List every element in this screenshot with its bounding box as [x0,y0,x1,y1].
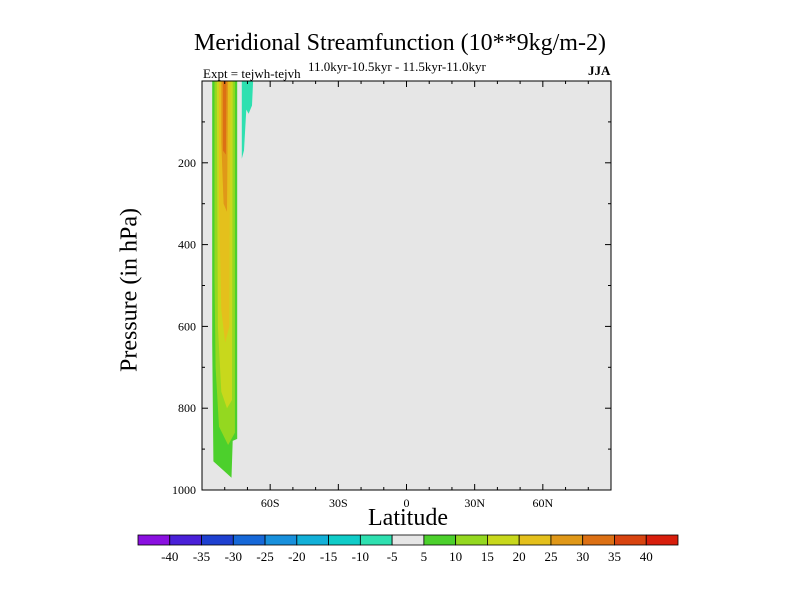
colorbar-label: -40 [161,549,178,564]
colorbar-label: 10 [449,549,462,564]
colorbar-label: 40 [640,549,653,564]
y-tick-label: 600 [178,319,196,333]
x-tick-label: 60S [261,496,280,510]
colorbar-swatch [423,534,457,546]
colorbar-label: -35 [193,549,210,564]
colorbar-swatch [391,534,425,546]
colorbar-swatch [518,534,552,546]
colorbar-swatch [201,534,234,546]
colorbar-label: 20 [513,549,526,564]
colorbar-label: -5 [387,549,398,564]
chart-subtitle: 11.0kyr-10.5kyr - 11.5kyr-11.0kyr [308,59,486,74]
colorbar-swatch [645,534,679,546]
season-label: JJA [588,63,611,78]
x-tick-label: 60N [532,496,553,510]
colorbar-label: 5 [421,549,428,564]
colorbar-label: 35 [608,549,621,564]
y-tick-label: 1000 [172,483,196,497]
plot-background [202,81,611,490]
colorbar-label: -30 [225,549,242,564]
colorbar-label: -20 [288,549,305,564]
colorbar-label: -25 [256,549,273,564]
colorbar-label: -10 [352,549,369,564]
contour-region-6 [241,81,254,159]
colorbar-swatch [169,534,202,546]
colorbar-swatch [359,534,393,546]
colorbar-swatch [296,534,329,546]
colorbar-swatch [487,534,520,546]
colorbar-swatch [232,534,266,546]
y-tick-label: 200 [178,156,196,170]
chart-title: Meridional Streamfunction (10**9kg/m-2) [194,30,606,56]
colorbar-label: 15 [481,549,494,564]
y-tick-label: 400 [178,238,196,252]
contour-region-5 [222,81,227,155]
colorbar-label: 30 [576,549,589,564]
colorbar-swatch [582,534,615,546]
x-tick-label: 30N [464,496,485,510]
colorbar-label: -15 [320,549,337,564]
colorbar-swatch [264,534,298,546]
colorbar-swatch [455,534,488,546]
colorbar-swatch [328,534,361,546]
x-axis-label: Latitude [368,505,448,531]
x-tick-label: 0 [404,496,410,510]
colorbar-swatch [550,534,584,546]
colorbar-swatch [614,534,647,546]
experiment-label: Expt = tejwh-tejvh [203,66,301,81]
colorbar-swatch [137,534,171,546]
x-tick-label: 30S [329,496,348,510]
colorbar-label: 25 [544,549,557,564]
y-tick-label: 800 [178,401,196,415]
